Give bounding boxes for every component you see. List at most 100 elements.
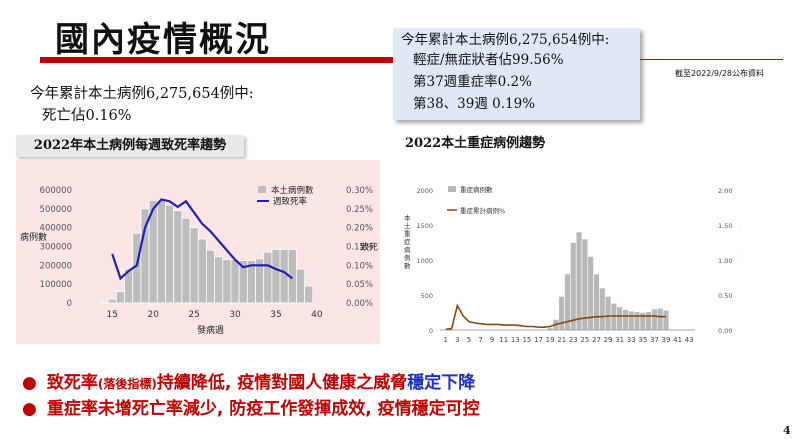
x-tick-label: 43 bbox=[685, 336, 694, 344]
y2-axis-label-char: 累 bbox=[740, 235, 741, 243]
x-tick-label: 15 bbox=[107, 310, 118, 320]
y2-axis-label-char: 例 bbox=[740, 258, 741, 267]
legend-bar-swatch bbox=[258, 186, 266, 193]
x-tick-label: 29 bbox=[604, 336, 613, 344]
case-bar bbox=[197, 238, 207, 304]
callout-line-week38-39: 第38、39週 0.19% bbox=[413, 96, 536, 112]
x-tick-label: 20 bbox=[147, 310, 159, 320]
summary-death-rate: 死亡佔0.16% bbox=[42, 108, 132, 124]
bullet-dot-icon: ● bbox=[22, 373, 37, 393]
x-tick-label: 9 bbox=[490, 336, 494, 344]
x-tick-label: 37 bbox=[650, 336, 659, 344]
x-tick-label: 39 bbox=[662, 336, 671, 344]
case-bar bbox=[206, 249, 215, 304]
y-tick-label: 0 bbox=[429, 327, 433, 335]
x-tick-label: 17 bbox=[534, 336, 543, 344]
x-tick-label: 41 bbox=[673, 336, 682, 344]
case-bar bbox=[189, 227, 199, 304]
callout-line-total: 今年累計本土病例6,275,654例中: bbox=[401, 32, 610, 48]
legend-line-label: 週致死率 bbox=[273, 196, 308, 207]
y-axis-label-char: 病 bbox=[404, 245, 411, 254]
chart2-title: 2022本土重症病例趨勢 bbox=[405, 136, 546, 151]
bullet-dot-icon: ● bbox=[22, 399, 37, 419]
bullet-severe: ● 重症率未增死亡率減少, 防疫工作發揮成效, 疫情穩定可控 bbox=[22, 399, 480, 419]
y-tick-label: 1500 bbox=[416, 222, 433, 230]
y-tick-label: 300000 bbox=[40, 243, 72, 253]
legend-bar-swatch bbox=[448, 186, 456, 192]
case-bar bbox=[279, 248, 289, 304]
x-tick-label: 21 bbox=[557, 336, 566, 344]
summary-total-cases: 今年累計本土病例6,275,654例中: bbox=[30, 86, 254, 102]
x-tick-label: 35 bbox=[638, 336, 647, 344]
y2-axis-label-char: 計 bbox=[740, 242, 741, 251]
case-bar bbox=[263, 251, 273, 304]
severe-case-bar bbox=[662, 310, 670, 331]
data-as-of-note: 截至2022/9/28公布資料 bbox=[675, 69, 765, 78]
legend-bar-label: 本土病例數 bbox=[271, 185, 314, 196]
y2-tick-label: 0.15% bbox=[346, 243, 373, 253]
case-bar bbox=[181, 217, 191, 304]
case-bar bbox=[115, 291, 125, 304]
x-tick-label: 1 bbox=[444, 336, 448, 344]
case-bar bbox=[99, 301, 109, 304]
case-bar bbox=[156, 199, 166, 304]
y2-tick-label: 0.00 bbox=[718, 327, 732, 335]
severe-case-bar bbox=[593, 273, 600, 331]
x-tick-label: 40 bbox=[311, 310, 323, 320]
x-tick-label: 25 bbox=[580, 336, 589, 344]
callout-line-mild: 輕症/無症狀者佔99.56% bbox=[413, 52, 564, 68]
y2-tick-label: 0.10% bbox=[346, 261, 373, 271]
case-bar bbox=[271, 248, 281, 304]
x-tick-label: 3 bbox=[455, 336, 459, 344]
x-tick-label: 35 bbox=[270, 310, 281, 320]
severe-case-bar bbox=[633, 311, 641, 331]
x-tick-label: 13 bbox=[511, 336, 520, 344]
y2-tick-label: 0.05% bbox=[346, 280, 373, 290]
x-tick-label: 33 bbox=[627, 336, 636, 344]
y-axis-label: 病例數 bbox=[20, 231, 47, 243]
case-bar bbox=[230, 259, 240, 304]
bullet-fatality: ● 致死率(落後指標)持續降低, 疫情對國人健康之威脅穩定下降 bbox=[22, 373, 476, 393]
severe-case-bar bbox=[645, 311, 652, 331]
y-tick-label: 500000 bbox=[40, 205, 72, 215]
x-tick-label: 11 bbox=[499, 336, 508, 344]
page-title: 國內疫情概況 bbox=[55, 20, 271, 60]
x-tick-label: 7 bbox=[478, 336, 482, 344]
case-bar bbox=[304, 285, 314, 304]
x-axis-label: 發病週 bbox=[197, 324, 224, 336]
y-axis-label-char: 數 bbox=[404, 261, 411, 270]
y2-axis-label-char: 病 bbox=[740, 250, 741, 259]
y-tick-label: 500 bbox=[421, 292, 433, 300]
fatality-rate-chart: 0 100000 200000 300000 400000 500000 600000 0.0… bbox=[20, 185, 378, 336]
summary-callout-box: 今年累計本土病例6,275,654例中: 輕症/無症狀者佔99.56% 第37週… bbox=[393, 28, 640, 120]
severe-case-bar bbox=[587, 256, 594, 331]
chart1-title-tab: 2022年本土病例每週致死率趨勢 bbox=[16, 135, 244, 157]
x-tick-label: 31 bbox=[615, 336, 624, 344]
y-tick-label: 0 bbox=[67, 299, 72, 309]
y2-axis-label: 致死 bbox=[360, 241, 378, 253]
severe-case-bar bbox=[651, 308, 658, 331]
y2-tick-label: 0.25% bbox=[346, 205, 373, 215]
x-tick-label: 30 bbox=[229, 310, 241, 320]
case-bar bbox=[222, 259, 232, 304]
case-bar bbox=[165, 204, 175, 304]
y2-tick-label: 0.50 bbox=[718, 292, 732, 300]
y-axis-label-char: 例 bbox=[404, 253, 411, 262]
case-bar bbox=[296, 268, 306, 304]
y-axis-label-char: 本 bbox=[404, 213, 411, 222]
y2-tick-label: 1.50 bbox=[718, 222, 732, 230]
severe-case-bar bbox=[628, 310, 635, 331]
x-tick-label: 5 bbox=[467, 336, 471, 344]
x-tick-label: 19 bbox=[546, 336, 555, 344]
title-underline bbox=[40, 57, 428, 63]
severe-case-bar bbox=[581, 238, 589, 331]
y2-tick-label: 1.00 bbox=[718, 257, 732, 265]
y2-axis-label-char: 重 bbox=[740, 219, 741, 227]
severe-case-bar bbox=[558, 296, 565, 331]
severe-case-bar bbox=[604, 296, 612, 331]
x-tick-label: 15 bbox=[522, 336, 531, 344]
y-tick-label: 1000 bbox=[416, 257, 433, 265]
severe-cumulative-line bbox=[445, 303, 667, 331]
y2-tick-label: 0.30% bbox=[346, 186, 373, 196]
y-axis-label-char: 土 bbox=[404, 221, 411, 230]
